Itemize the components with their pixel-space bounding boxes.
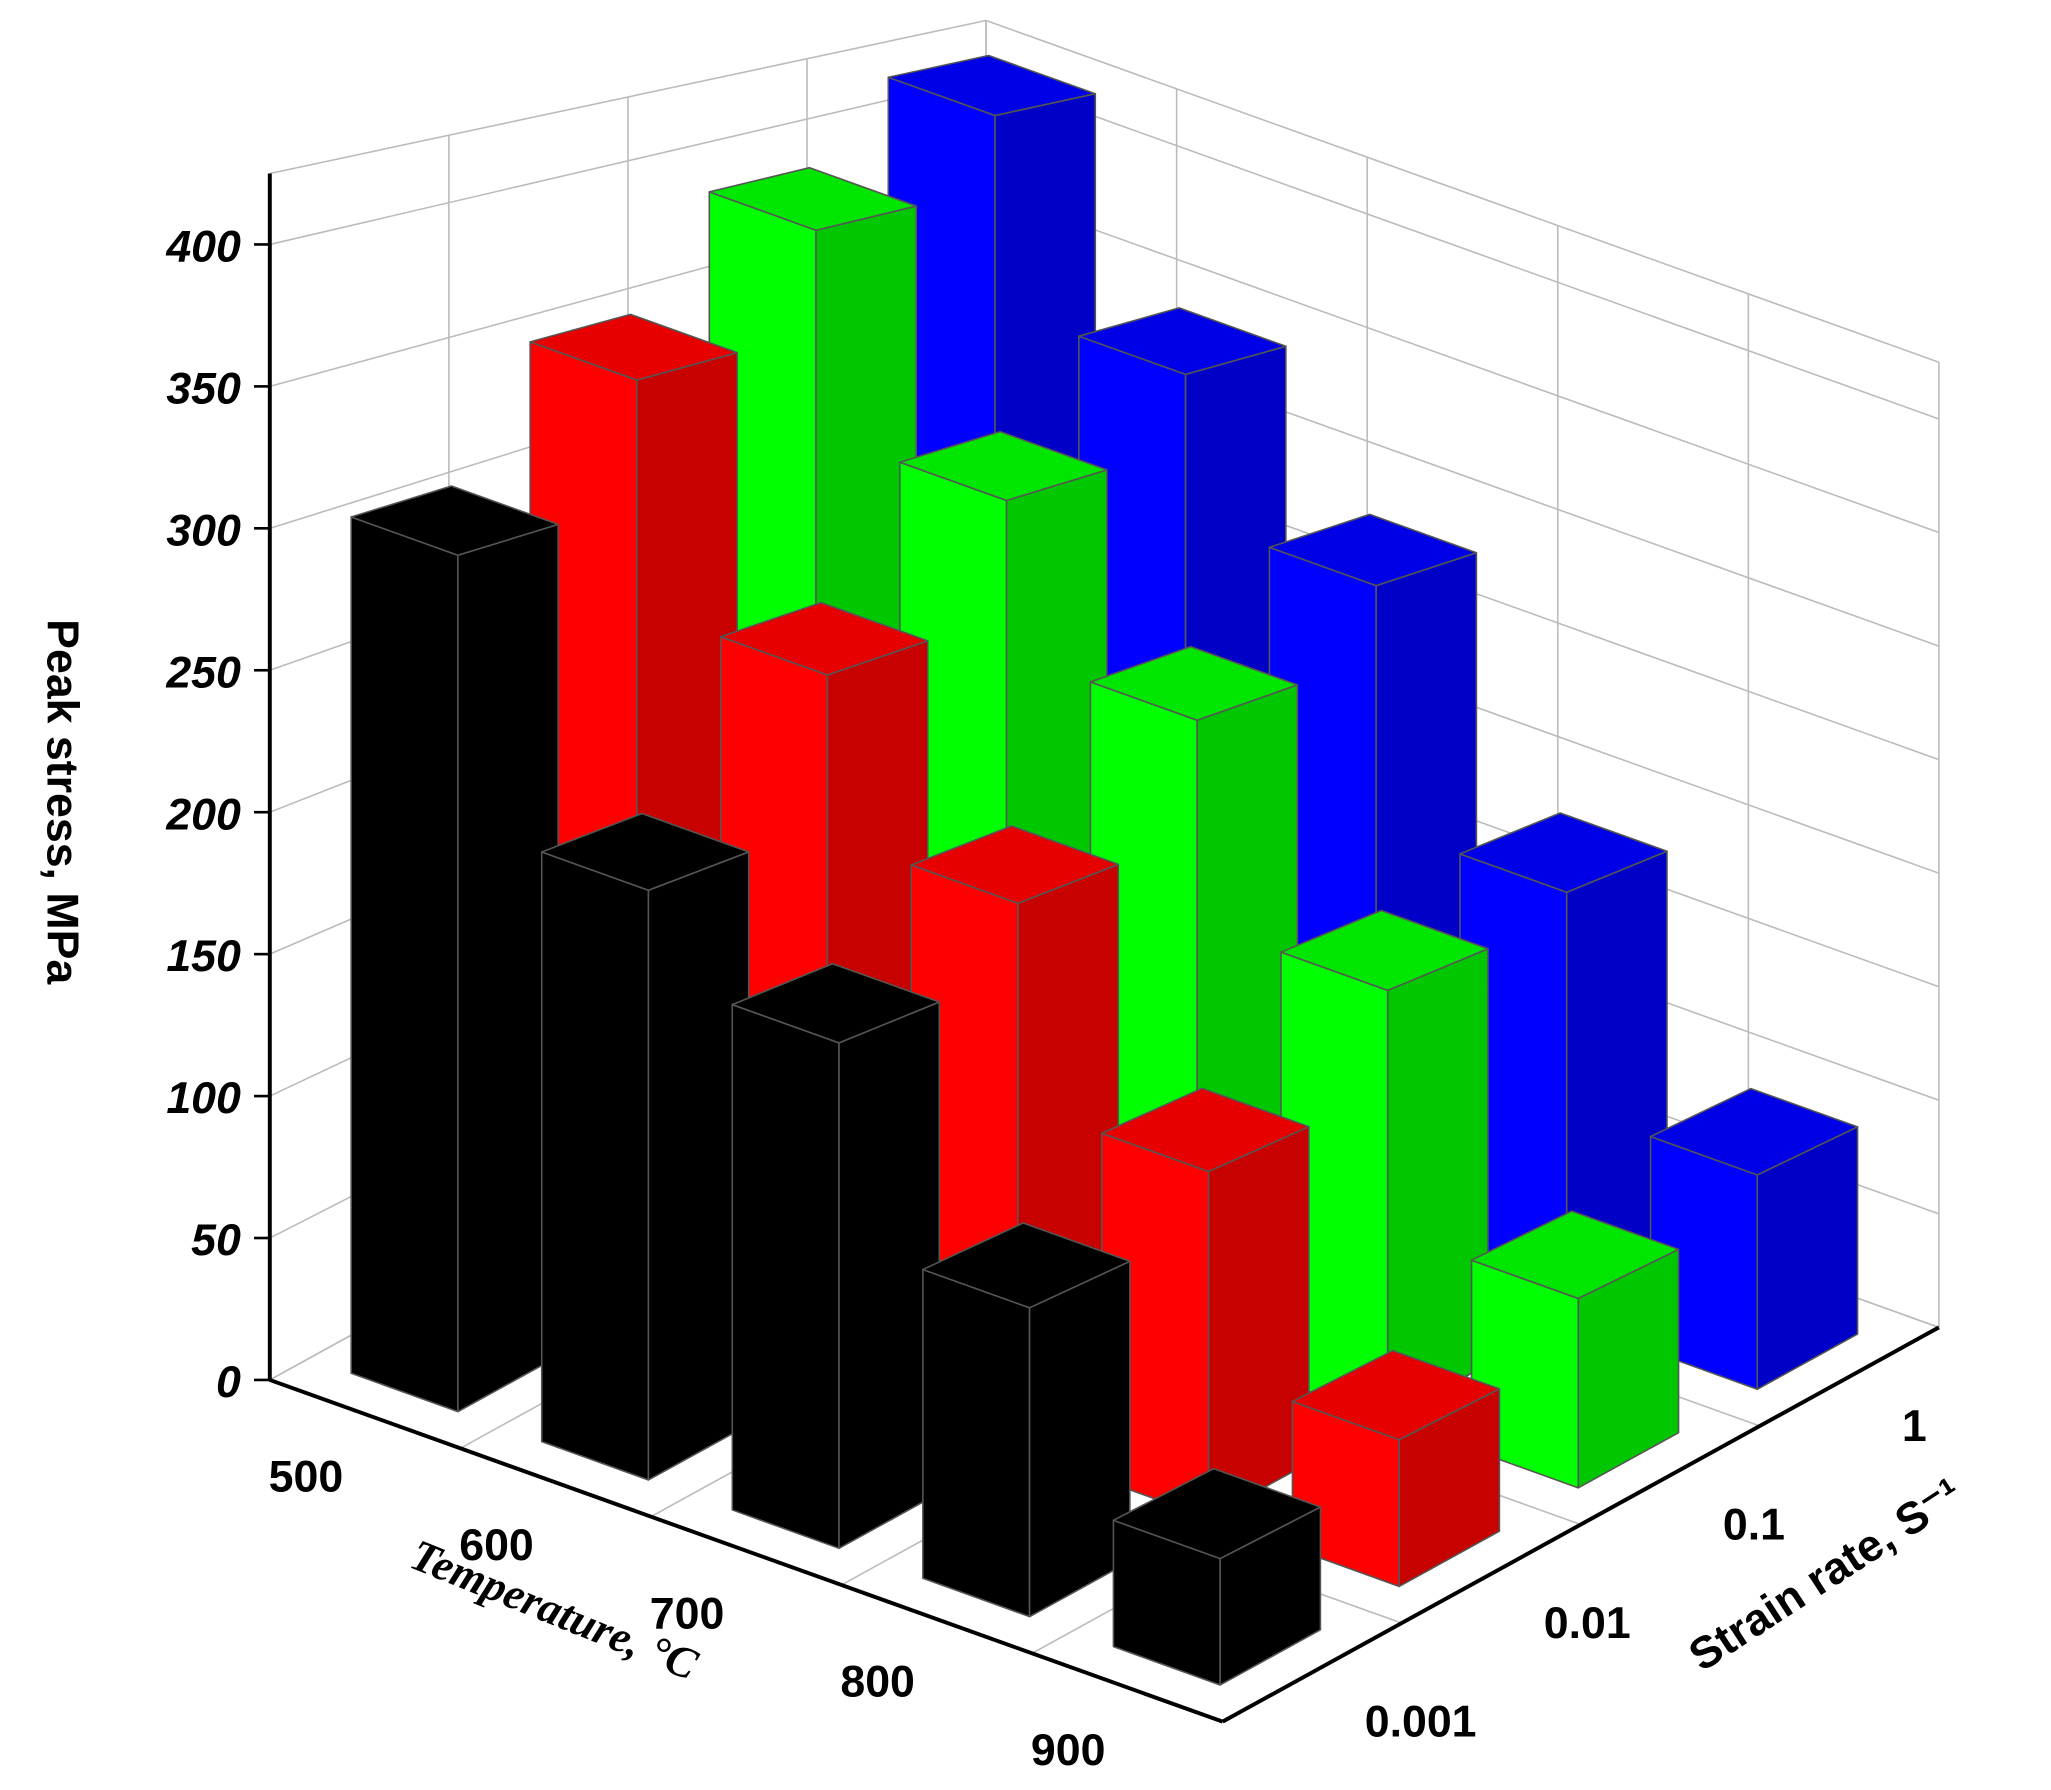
bar-top bbox=[1280, 909, 1489, 992]
bar bbox=[1112, 1467, 1322, 1686]
bar-top bbox=[1112, 1467, 1322, 1560]
bar-top bbox=[922, 1222, 1131, 1309]
bar-top bbox=[1459, 812, 1668, 894]
bar-top bbox=[1291, 1349, 1501, 1441]
z-tick-label: 50 bbox=[191, 1216, 241, 1265]
bar-top bbox=[350, 485, 559, 557]
bar bbox=[540, 812, 750, 1481]
x-tick-label: 600 bbox=[459, 1521, 534, 1570]
y-tick-label: 0.1 bbox=[1723, 1501, 1785, 1550]
z-axis-title: Peak stress, MPa bbox=[38, 619, 87, 985]
x-tick-label: 800 bbox=[840, 1658, 915, 1707]
bar-front bbox=[731, 1003, 840, 1550]
wall-line bbox=[985, 19, 1940, 363]
z-tick-label: 400 bbox=[165, 223, 241, 272]
z-tick-label: 150 bbox=[166, 932, 241, 981]
bar bbox=[1649, 1087, 1859, 1391]
z-tick-label: 350 bbox=[166, 364, 241, 413]
bar-top bbox=[1649, 1087, 1859, 1176]
bar bbox=[1470, 1210, 1680, 1489]
bar-top bbox=[1101, 1087, 1310, 1173]
bar-front bbox=[922, 1268, 1031, 1618]
bar-top bbox=[529, 313, 738, 381]
y-tick-label: 1 bbox=[1902, 1402, 1927, 1451]
bar bbox=[350, 485, 559, 1413]
bar-front bbox=[540, 851, 650, 1481]
bar bbox=[922, 1222, 1131, 1618]
bar-top bbox=[708, 166, 918, 232]
x-tick-label: 900 bbox=[1031, 1726, 1106, 1775]
bar-top bbox=[1268, 513, 1478, 587]
z-tick-label: 300 bbox=[166, 506, 241, 555]
z-tick-label: 250 bbox=[165, 648, 241, 697]
bar-top bbox=[540, 812, 750, 892]
bar bbox=[1280, 909, 1489, 1421]
x-tick-label: 500 bbox=[269, 1453, 344, 1502]
y-tick-label: 0.01 bbox=[1544, 1599, 1631, 1648]
bar-front bbox=[350, 516, 459, 1413]
bar-top bbox=[887, 54, 1097, 117]
z-tick-label: 200 bbox=[165, 790, 241, 839]
z-tick-label: 100 bbox=[166, 1074, 241, 1123]
x-tick-label: 700 bbox=[650, 1589, 725, 1638]
bar bbox=[731, 962, 941, 1550]
bar-top bbox=[899, 430, 1108, 502]
bar-top bbox=[1470, 1210, 1680, 1300]
y-tick-label: 0.001 bbox=[1365, 1698, 1477, 1747]
grid-line bbox=[985, 190, 1940, 534]
z-tick-label: 0 bbox=[216, 1358, 241, 1407]
x-axis bbox=[269, 1378, 1224, 1724]
bar-top bbox=[731, 962, 941, 1044]
bar-top bbox=[1078, 307, 1287, 376]
y-axis bbox=[1221, 1325, 1940, 1724]
bar-top bbox=[719, 601, 929, 676]
bar bbox=[1291, 1349, 1501, 1588]
grid-line bbox=[985, 76, 1940, 420]
bar-top bbox=[1089, 645, 1299, 721]
bar bbox=[1101, 1087, 1310, 1519]
bar-top bbox=[910, 825, 1120, 905]
wall-line bbox=[269, 19, 987, 175]
